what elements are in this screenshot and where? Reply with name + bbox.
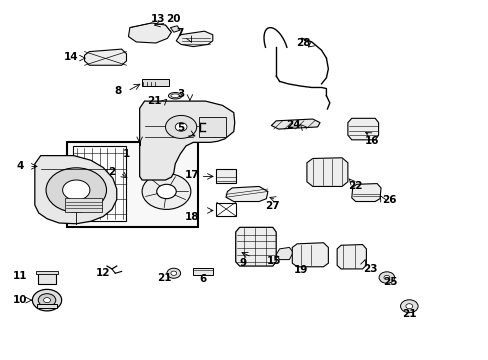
Text: 7: 7 xyxy=(176,28,183,38)
Polygon shape xyxy=(225,186,267,202)
Circle shape xyxy=(142,174,190,210)
Text: 16: 16 xyxy=(364,136,379,146)
Ellipse shape xyxy=(168,93,182,99)
Bar xyxy=(142,79,169,86)
Polygon shape xyxy=(140,101,234,180)
Bar xyxy=(66,142,198,226)
Circle shape xyxy=(165,116,196,138)
Text: 17: 17 xyxy=(184,170,199,180)
Circle shape xyxy=(46,168,106,212)
Text: 26: 26 xyxy=(382,195,396,205)
Text: 15: 15 xyxy=(266,256,281,266)
Bar xyxy=(199,117,226,137)
Polygon shape xyxy=(235,227,276,266)
Text: 28: 28 xyxy=(295,38,309,48)
Polygon shape xyxy=(84,49,126,65)
Text: 9: 9 xyxy=(240,258,246,268)
Bar xyxy=(65,198,102,212)
Bar xyxy=(216,169,235,183)
Polygon shape xyxy=(276,247,293,260)
Text: 2: 2 xyxy=(108,167,115,177)
Circle shape xyxy=(166,268,180,278)
Text: 21: 21 xyxy=(157,273,171,283)
Text: 20: 20 xyxy=(166,14,181,24)
Text: 11: 11 xyxy=(13,271,27,281)
Text: 3: 3 xyxy=(177,89,184,99)
Circle shape xyxy=(43,298,50,303)
Circle shape xyxy=(400,300,417,313)
Text: 23: 23 xyxy=(362,264,377,274)
Bar xyxy=(216,203,235,216)
Polygon shape xyxy=(35,156,117,224)
Circle shape xyxy=(32,289,61,311)
Text: 19: 19 xyxy=(293,265,307,275)
Polygon shape xyxy=(336,244,366,269)
Text: 22: 22 xyxy=(348,181,362,192)
Text: 24: 24 xyxy=(285,121,300,130)
Text: 27: 27 xyxy=(265,201,280,211)
Polygon shape xyxy=(306,158,347,186)
Bar xyxy=(38,273,56,284)
Text: 12: 12 xyxy=(96,267,110,278)
Bar xyxy=(193,268,212,275)
Text: 21: 21 xyxy=(147,96,161,106)
Text: 21: 21 xyxy=(401,310,416,319)
Circle shape xyxy=(175,123,186,131)
Circle shape xyxy=(38,294,56,307)
Polygon shape xyxy=(170,26,180,32)
Circle shape xyxy=(405,304,412,309)
Polygon shape xyxy=(347,118,378,140)
Circle shape xyxy=(62,180,90,200)
Bar xyxy=(36,271,58,274)
Polygon shape xyxy=(351,184,380,202)
Bar xyxy=(37,304,57,309)
Text: 10: 10 xyxy=(13,295,27,305)
Text: 13: 13 xyxy=(150,14,164,24)
Text: 1: 1 xyxy=(122,149,130,159)
Polygon shape xyxy=(128,23,171,43)
Polygon shape xyxy=(271,119,320,129)
Bar xyxy=(73,146,126,221)
Text: 5: 5 xyxy=(177,123,184,133)
Polygon shape xyxy=(292,243,328,267)
Text: 4: 4 xyxy=(17,161,24,171)
Circle shape xyxy=(157,184,176,199)
Text: 14: 14 xyxy=(64,52,79,62)
Text: 6: 6 xyxy=(199,274,206,284)
Circle shape xyxy=(378,272,394,283)
Text: 18: 18 xyxy=(184,212,199,221)
Circle shape xyxy=(383,275,389,280)
Polygon shape xyxy=(176,31,212,46)
Ellipse shape xyxy=(170,94,179,98)
Text: 25: 25 xyxy=(383,277,397,287)
Text: 8: 8 xyxy=(114,86,121,96)
Circle shape xyxy=(170,271,176,275)
